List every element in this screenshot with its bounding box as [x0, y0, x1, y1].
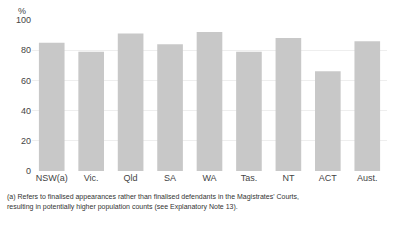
svg-text:0: 0 [26, 166, 31, 176]
svg-text:Qld: Qld [124, 173, 138, 183]
svg-text:%: % [18, 6, 26, 16]
svg-text:NSW(a): NSW(a) [36, 173, 68, 183]
svg-text:Vic.: Vic. [84, 173, 99, 183]
svg-text:60: 60 [21, 76, 31, 86]
svg-text:80: 80 [21, 45, 31, 55]
svg-text:Aust.: Aust. [357, 173, 378, 183]
svg-text:resulting in potentially highe: resulting in potentially higher populati… [7, 203, 238, 211]
svg-text:WA: WA [202, 173, 216, 183]
svg-text:(a) Refers to finalised appear: (a) Refers to finalised appearances rath… [7, 193, 299, 201]
svg-text:ACT: ACT [319, 173, 338, 183]
svg-text:NT: NT [282, 173, 294, 183]
svg-text:SA: SA [164, 173, 176, 183]
svg-text:20: 20 [21, 136, 31, 146]
svg-text:Tas.: Tas. [241, 173, 258, 183]
svg-text:100: 100 [16, 15, 31, 25]
svg-text:40: 40 [21, 106, 31, 116]
